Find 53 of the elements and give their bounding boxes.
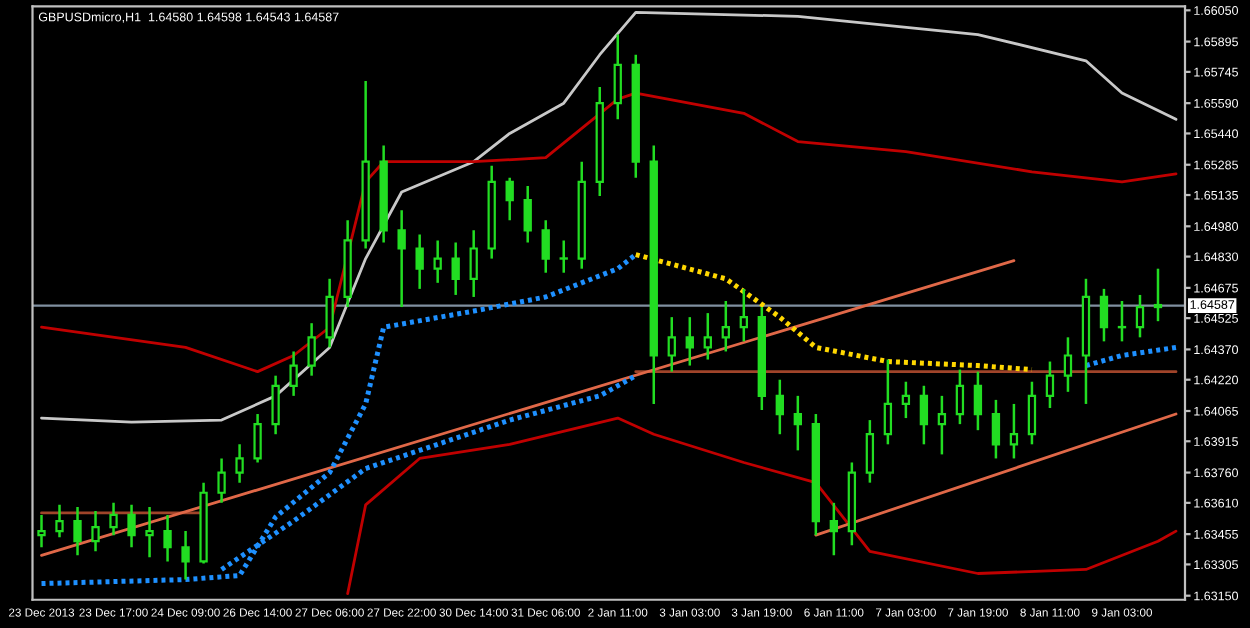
line-series — [346, 416, 1178, 596]
candlestick — [37, 513, 46, 549]
candlestick — [883, 358, 893, 446]
line-series — [40, 10, 1178, 424]
candlestick — [253, 412, 262, 464]
candlestick — [523, 184, 532, 244]
candlestick — [109, 501, 118, 537]
candlestick — [1009, 402, 1019, 460]
candlestick — [55, 503, 64, 539]
candlestick — [469, 229, 478, 299]
candlestick — [559, 239, 568, 274]
candlestick — [955, 368, 965, 426]
candlestick — [1027, 380, 1037, 446]
candlestick — [829, 501, 839, 557]
candlestick — [865, 418, 875, 484]
candlestick — [289, 350, 298, 398]
candlestick — [739, 287, 748, 343]
candlestick — [163, 513, 172, 563]
candlestick — [1153, 267, 1163, 323]
candlestick — [235, 443, 244, 484]
candlestick — [685, 315, 694, 367]
candlestick — [991, 398, 1001, 460]
candlestick — [145, 505, 154, 559]
candlestick — [181, 529, 190, 581]
candlestick — [901, 380, 911, 420]
candlestick — [1063, 336, 1073, 394]
candlestick — [325, 277, 334, 349]
candlestick — [451, 241, 460, 297]
candlestick — [307, 321, 316, 377]
candlestick — [703, 311, 712, 361]
candlestick — [73, 505, 82, 557]
candlestick — [505, 176, 514, 222]
candlestick — [937, 394, 947, 456]
candlestick — [973, 370, 983, 432]
candlestick — [217, 457, 226, 505]
candlestick — [127, 503, 136, 549]
candlestick — [667, 315, 676, 373]
candlestick — [1099, 287, 1109, 343]
candlestick — [271, 374, 280, 436]
candlestick — [91, 509, 100, 553]
candlestick — [415, 233, 424, 291]
candlestick — [433, 239, 442, 285]
line-series — [39, 252, 639, 587]
candlestick — [541, 219, 550, 274]
candlestick — [1045, 360, 1055, 410]
candlestick — [721, 299, 730, 353]
candlestick — [919, 384, 929, 446]
candlestick — [1135, 293, 1145, 339]
candlestick — [397, 208, 406, 309]
candlestick — [613, 33, 622, 121]
candlestick — [1117, 299, 1127, 343]
candlestick — [775, 378, 784, 436]
candlestick — [793, 394, 802, 452]
